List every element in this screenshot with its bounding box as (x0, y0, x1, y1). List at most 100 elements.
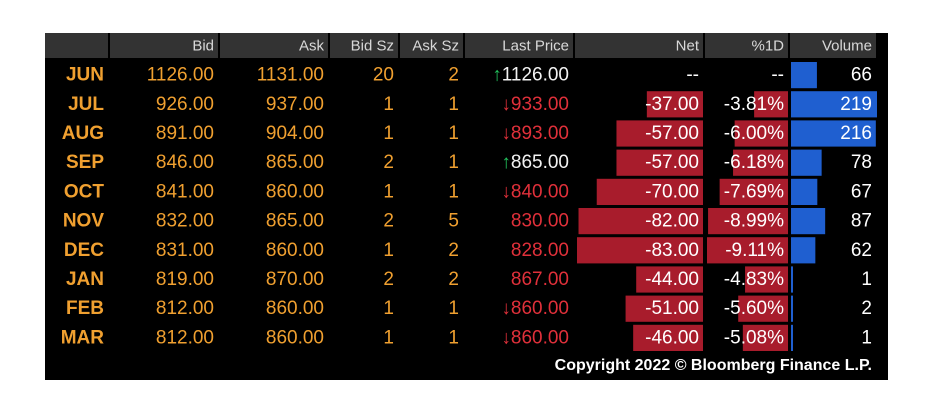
net: -82.00 (645, 211, 699, 232)
ask-sz: 1 (448, 181, 459, 202)
pct-1d: -6.18% (724, 152, 784, 173)
volume: 216 (840, 123, 872, 144)
net-bar (616, 149, 703, 176)
month: AUG (62, 123, 104, 144)
last: 893.00 (511, 123, 569, 144)
net-bar (625, 295, 703, 322)
volume: 66 (851, 65, 872, 86)
pct-1d: -5.60% (724, 298, 784, 319)
volume: 67 (851, 181, 872, 202)
bid: 831.00 (156, 240, 214, 261)
ask: 870.00 (266, 269, 324, 290)
ask: 937.00 (266, 94, 324, 115)
ask-sz: 2 (448, 65, 459, 86)
header-cell (705, 33, 788, 58)
volume-bar (791, 324, 793, 351)
ask-sz: 5 (448, 211, 459, 232)
last: 830.00 (511, 211, 569, 232)
volume: 78 (851, 152, 872, 173)
month: JUL (68, 94, 104, 115)
net-bar (577, 237, 703, 264)
volume: 62 (851, 240, 872, 261)
last: 840.00 (511, 181, 569, 202)
volume: 2 (861, 298, 872, 319)
bid: 819.00 (156, 269, 214, 290)
ask-sz: 2 (448, 240, 459, 261)
pct-bar (754, 91, 788, 118)
volume: 219 (840, 94, 872, 115)
last: 860.00 (511, 298, 569, 319)
pct-1d: -7.69% (724, 181, 784, 202)
pct-bar (738, 295, 788, 322)
bid-sz: 1 (383, 181, 394, 202)
bid: 926.00 (156, 94, 214, 115)
net: -57.00 (645, 152, 699, 173)
ask-sz: 1 (448, 298, 459, 319)
last: 865.00 (511, 152, 569, 173)
bid: 832.00 (156, 211, 214, 232)
net: -83.00 (645, 240, 699, 261)
pct-1d: -4.83% (724, 269, 784, 290)
pct-bar (742, 324, 788, 351)
volume: 87 (851, 211, 872, 232)
volume-bar (791, 178, 818, 205)
volume-bar (791, 266, 793, 293)
ask: 1131.00 (257, 65, 324, 86)
header-cell (575, 33, 703, 58)
month: NOV (63, 211, 105, 232)
bid-sz: 1 (383, 123, 394, 144)
net: -57.00 (645, 123, 699, 144)
tick-arrow: ↓ (501, 181, 511, 202)
header-cell (790, 33, 876, 58)
bid: 1126.00 (147, 65, 214, 86)
pct-bar (707, 237, 788, 264)
column-header: Volume (822, 37, 872, 54)
tick-arrow: ↓ (501, 327, 511, 348)
net-bar (616, 120, 703, 147)
tick-arrow: ↑ (492, 65, 502, 86)
bid: 812.00 (156, 298, 214, 319)
pct-bar (733, 149, 788, 176)
table-background (45, 33, 888, 380)
volume: 1 (861, 269, 872, 290)
bid-sz: 1 (383, 298, 394, 319)
column-header: Last Price (502, 37, 569, 54)
bid-sz: 1 (383, 240, 394, 261)
bid-sz: 2 (383, 211, 394, 232)
column-header: %1D (751, 37, 784, 54)
pct-1d: -- (771, 65, 784, 86)
pct-1d: -5.08% (724, 327, 784, 348)
volume-bar (791, 120, 876, 147)
column-header: Bid (192, 37, 214, 54)
column-header: Net (676, 37, 700, 54)
header-cell (465, 33, 573, 58)
column-header: Ask (299, 37, 325, 54)
net: -37.00 (645, 94, 699, 115)
bid: 891.00 (156, 123, 214, 144)
volume-bar (791, 91, 877, 118)
month: DEC (64, 240, 104, 261)
net: -46.00 (645, 327, 699, 348)
ask: 865.00 (266, 152, 324, 173)
ask-sz: 1 (448, 94, 459, 115)
bid-sz: 2 (383, 269, 394, 290)
ask: 860.00 (266, 298, 324, 319)
volume-bar (791, 295, 793, 322)
pct-1d: -9.11% (725, 240, 784, 261)
header-cell (110, 33, 218, 58)
net: -51.00 (645, 298, 699, 319)
bid: 812.00 (156, 327, 214, 348)
month: MAR (61, 327, 105, 348)
last: 933.00 (511, 94, 569, 115)
tick-arrow: ↓ (501, 298, 511, 319)
month: JAN (66, 269, 104, 290)
pct-bar (708, 208, 788, 235)
pct-bar (719, 178, 788, 205)
volume-bar (791, 208, 826, 235)
net-bar (578, 208, 703, 235)
volume: 1 (861, 327, 872, 348)
ask: 865.00 (266, 211, 324, 232)
header-cell (330, 33, 398, 58)
header-cell (220, 33, 328, 58)
